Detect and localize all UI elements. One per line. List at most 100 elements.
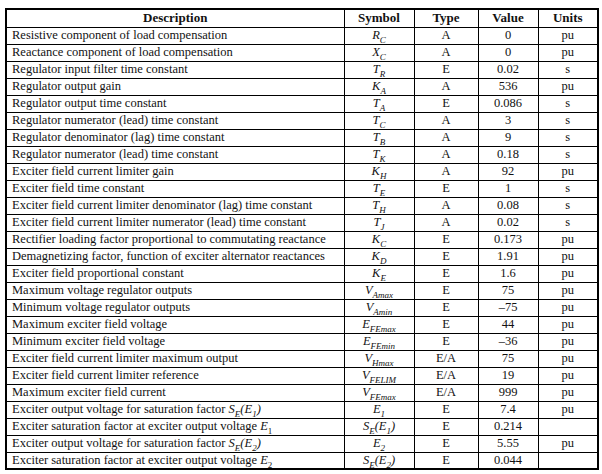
table-row: Regulator denominator (lag) time constan… — [6, 129, 598, 146]
cell-units: s — [538, 61, 598, 78]
table-row: Rectifier loading factor proportional to… — [6, 231, 598, 248]
cell-value: 44 — [478, 316, 538, 333]
cell-units: pu — [538, 401, 598, 418]
cell-units: s — [538, 214, 598, 231]
header-row: Description Symbol Type Value Units — [6, 9, 598, 27]
cell-value: 1 — [478, 180, 538, 197]
table-row: Exciter output voltage for saturation fa… — [6, 401, 598, 418]
cell-description: Maximum voltage regulator outputs — [6, 282, 344, 299]
cell-value: 9 — [478, 129, 538, 146]
table-row: Reactance component of load compensation… — [6, 44, 598, 61]
table-row: Exciter field current limiter numerator … — [6, 214, 598, 231]
table-row: Exciter field current limiter gainKHA92p… — [6, 163, 598, 180]
table-row: Exciter field time constantTEE1s — [6, 180, 598, 197]
cell-value: 0.08 — [478, 197, 538, 214]
cell-value: 1.91 — [478, 248, 538, 265]
cell-type: E/A — [414, 350, 478, 367]
cell-type: E — [414, 282, 478, 299]
cell-symbol: VFEmax — [344, 384, 414, 401]
cell-units: s — [538, 197, 598, 214]
cell-description: Exciter saturation factor at exciter out… — [6, 418, 344, 435]
table-row: Regulator output gainKAA536pu — [6, 78, 598, 95]
cell-value: 0.173 — [478, 231, 538, 248]
cell-symbol: VAmin — [344, 299, 414, 316]
cell-type: E — [414, 452, 478, 469]
cell-value: 3 — [478, 112, 538, 129]
cell-type: A — [414, 44, 478, 61]
cell-symbol: TJ — [344, 214, 414, 231]
cell-units: pu — [538, 367, 598, 384]
cell-description: Exciter saturation factor at exciter out… — [6, 452, 344, 469]
cell-description: Exciter field current limiter maximum ou… — [6, 350, 344, 367]
cell-units: s — [538, 146, 598, 163]
cell-units: s — [538, 112, 598, 129]
table-row: Exciter field current limiter referenceV… — [6, 367, 598, 384]
cell-value: 19 — [478, 367, 538, 384]
cell-value: 0.044 — [478, 452, 538, 469]
cell-symbol: VHmax — [344, 350, 414, 367]
cell-symbol: E1 — [344, 401, 414, 418]
cell-type: E — [414, 401, 478, 418]
cell-units: pu — [538, 78, 598, 95]
cell-units: pu — [538, 282, 598, 299]
exciter-parameter-table: Description Symbol Type Value Units Resi… — [5, 8, 599, 470]
cell-description: Exciter field current limiter denominato… — [6, 197, 344, 214]
cell-description: Reactance component of load compensation — [6, 44, 344, 61]
cell-symbol: RC — [344, 27, 414, 44]
cell-symbol: KC — [344, 231, 414, 248]
cell-units: pu — [538, 44, 598, 61]
cell-units: pu — [538, 27, 598, 44]
cell-description: Rectifier loading factor proportional to… — [6, 231, 344, 248]
cell-units: pu — [538, 333, 598, 350]
cell-symbol: VAmax — [344, 282, 414, 299]
cell-symbol: TE — [344, 180, 414, 197]
cell-description: Regulator output time constant — [6, 95, 344, 112]
cell-description: Regulator output gain — [6, 78, 344, 95]
cell-value: 7.4 — [478, 401, 538, 418]
cell-type: E — [414, 316, 478, 333]
cell-type: E — [414, 180, 478, 197]
column-header-units: Units — [538, 9, 598, 27]
cell-description: Exciter output voltage for saturation fa… — [6, 401, 344, 418]
cell-type: E — [414, 435, 478, 452]
cell-symbol: TC — [344, 112, 414, 129]
cell-value: –36 — [478, 333, 538, 350]
cell-value: 0.02 — [478, 214, 538, 231]
cell-value: 0.02 — [478, 61, 538, 78]
cell-type: A — [414, 146, 478, 163]
cell-value: 999 — [478, 384, 538, 401]
cell-units: pu — [538, 248, 598, 265]
cell-description: Resistive component of load compensation — [6, 27, 344, 44]
cell-units: pu — [538, 299, 598, 316]
cell-description: Exciter field current limiter numerator … — [6, 214, 344, 231]
cell-units: s — [538, 129, 598, 146]
cell-symbol: TA — [344, 95, 414, 112]
cell-type: A — [414, 27, 478, 44]
column-header-description: Description — [6, 9, 344, 27]
cell-type: E — [414, 248, 478, 265]
table-row: Exciter output voltage for saturation fa… — [6, 435, 598, 452]
cell-units: s — [538, 180, 598, 197]
cell-units: pu — [538, 163, 598, 180]
cell-type: E — [414, 95, 478, 112]
cell-symbol: TH — [344, 197, 414, 214]
cell-description: Exciter field proportional constant — [6, 265, 344, 282]
table-row: Regulator numerator (lead) time constant… — [6, 146, 598, 163]
table-row: Exciter field proportional constantKEE1.… — [6, 265, 598, 282]
cell-type: A — [414, 112, 478, 129]
cell-units: s — [538, 95, 598, 112]
table-row: Demagnetizing factor, function of excite… — [6, 248, 598, 265]
column-header-type: Type — [414, 9, 478, 27]
cell-symbol: XC — [344, 44, 414, 61]
cell-description: Maximum exciter field voltage — [6, 316, 344, 333]
cell-type: E — [414, 61, 478, 78]
cell-description: Demagnetizing factor, function of excite… — [6, 248, 344, 265]
cell-type: E — [414, 231, 478, 248]
cell-units: pu — [538, 316, 598, 333]
cell-units: pu — [538, 435, 598, 452]
table-row: Regulator output time constantTAE0.086s — [6, 95, 598, 112]
cell-symbol: SE(E2) — [344, 452, 414, 469]
cell-value: 0 — [478, 44, 538, 61]
cell-description: Exciter output voltage for saturation fa… — [6, 435, 344, 452]
cell-symbol: SE(E1) — [344, 418, 414, 435]
